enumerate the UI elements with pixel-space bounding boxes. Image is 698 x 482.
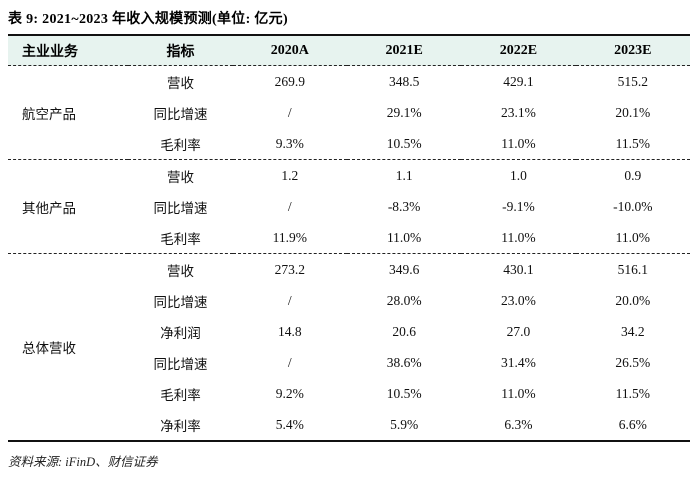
value-cell: 6.3%	[504, 416, 533, 432]
table-body: 航空产品 营收 269.9 348.5 429.1 515.2 同比增速/29.1% 23.1…	[8, 66, 690, 441]
value-cell: 28.0%	[386, 292, 422, 308]
value-cell: 20.0%	[615, 292, 651, 308]
value-cell: 11.0%	[386, 229, 422, 245]
value-cell: 38.6%	[386, 354, 422, 370]
indicator-cell: 同比增速	[153, 356, 208, 372]
business-group-cell: 其他产品	[8, 159, 129, 254]
value-cell: /	[287, 354, 292, 370]
indicator-cell: 毛利率	[160, 387, 201, 403]
indicator-cell: 净利润	[160, 325, 201, 341]
value-cell: 9.2%	[275, 385, 304, 401]
table-row: 净利率 5.4% 5.9% 6.3% 6.6%	[8, 409, 690, 441]
value-cell: 430.1	[461, 253, 576, 285]
table-row: 净利润 14.8 20.6 27.0 34.2	[8, 316, 690, 347]
value-cell: 273.2	[232, 253, 347, 285]
value-cell: 515.2	[617, 73, 648, 89]
value-cell: 1.1	[346, 159, 462, 191]
header-cell-year-2023e: 2023E	[614, 42, 652, 58]
header-row: 主业业务 指标 2020A 2021E 2022E 2023E	[8, 35, 690, 66]
value-cell: 11.9%	[272, 229, 307, 245]
table-row: 同比增速 / -8.3% -9.1% -10.0%	[8, 191, 690, 222]
table-row: 毛利率 9.3% 10.5% 11.0% 11.5%	[8, 128, 690, 160]
indicator-cell: 营收	[166, 75, 194, 91]
table-row: 总体营收 营收 273.2 349.6 430.1 516.1	[8, 253, 690, 441]
value-cell: /	[287, 198, 292, 214]
value-cell: 5.4%	[275, 416, 304, 432]
value-cell: 1.0	[461, 159, 576, 191]
indicator-cell: 同比增速	[153, 200, 208, 216]
value-cell: 11.0%	[501, 385, 536, 401]
table-row: 航空产品 营收 269.9 348.5 429.1 515.2	[8, 66, 690, 122]
value-cell: 6.6%	[618, 416, 647, 432]
value-cell: 9.3%	[275, 135, 304, 151]
indicator-cell: 同比增速	[153, 106, 208, 122]
business-group-cell: 总体营收	[8, 253, 129, 441]
value-cell: /	[287, 292, 292, 308]
value-cell: 11.0%	[615, 229, 650, 245]
value-cell: 429.1	[503, 73, 534, 89]
indicator-cell: 营收	[128, 159, 233, 191]
table-title: 表 9: 2021~2023 年收入规模预测(单位: 亿元)	[8, 12, 288, 27]
value-cell: -8.3%	[387, 198, 421, 214]
value-cell: -9.1%	[502, 198, 535, 214]
value-cell: /	[287, 104, 292, 120]
header-cell-year-2020a: 2020A	[270, 42, 309, 58]
value-cell: 348.5	[388, 73, 420, 89]
value-cell: 516.1	[575, 253, 690, 285]
table-row: 毛利率 9.2% 10.5% 11.0% 11.5%	[8, 378, 690, 409]
indicator-cell: 营收	[128, 253, 233, 285]
value-cell: 31.4%	[501, 354, 536, 370]
value-cell: 1.2	[232, 159, 347, 191]
value-cell: 29.1%	[386, 104, 422, 120]
table-header: 主业业务 指标 2020A 2021E 2022E 2023E	[8, 35, 690, 66]
table-row: 同比增速 / 28.0% 23.0% 20.0%	[8, 285, 690, 316]
source-note: 资料来源: iFinD、财信证券	[8, 455, 158, 469]
indicator-cell: 毛利率	[160, 137, 201, 153]
table-row: 毛利率 11.9% 11.0% 11.0% 11.0%	[8, 222, 690, 254]
value-cell: 26.5%	[615, 354, 651, 370]
indicator-cell: 同比增速	[153, 294, 208, 310]
value-cell: 23.1%	[501, 104, 536, 120]
header-cell-business: 主业业务	[22, 44, 78, 60]
value-cell: 10.5%	[386, 135, 422, 151]
business-group-cell: 航空产品	[22, 106, 76, 122]
value-cell: 20.6	[392, 323, 416, 339]
indicator-cell: 净利率	[160, 418, 201, 434]
value-cell: 11.0%	[501, 229, 536, 245]
table-row: 同比增速 / 29.1% 23.1% 20.1%	[8, 97, 690, 128]
value-cell: 14.8	[277, 323, 302, 339]
value-cell: 27.0	[506, 323, 531, 339]
value-cell: 34.2	[621, 323, 645, 339]
value-cell: 23.0%	[501, 292, 536, 308]
value-cell: 269.9	[274, 73, 305, 89]
header-cell-year-2022e: 2022E	[499, 42, 538, 58]
value-cell: 20.1%	[615, 104, 651, 120]
header-cell-indicator: 指标	[166, 44, 195, 60]
value-cell: 5.9%	[390, 416, 419, 432]
indicator-cell: 毛利率	[160, 231, 201, 247]
value-cell: 11.5%	[615, 135, 650, 151]
value-cell: 10.5%	[386, 385, 422, 401]
value-cell: 11.5%	[615, 385, 650, 401]
value-cell: -10.0%	[613, 198, 653, 214]
value-cell: 11.0%	[501, 135, 536, 151]
value-cell: 0.9	[575, 159, 690, 191]
table-row: 同比增速 / 38.6% 31.4% 26.5%	[8, 347, 690, 378]
table-row: 其他产品 营收 1.2 1.1 1.0 0.9	[8, 159, 690, 254]
value-cell: 349.6	[346, 253, 462, 285]
header-cell-year-2021e: 2021E	[385, 42, 423, 58]
revenue-forecast-table: 主业业务 指标 2020A 2021E 2022E 2023E 航空产品 营收 26…	[8, 34, 690, 442]
